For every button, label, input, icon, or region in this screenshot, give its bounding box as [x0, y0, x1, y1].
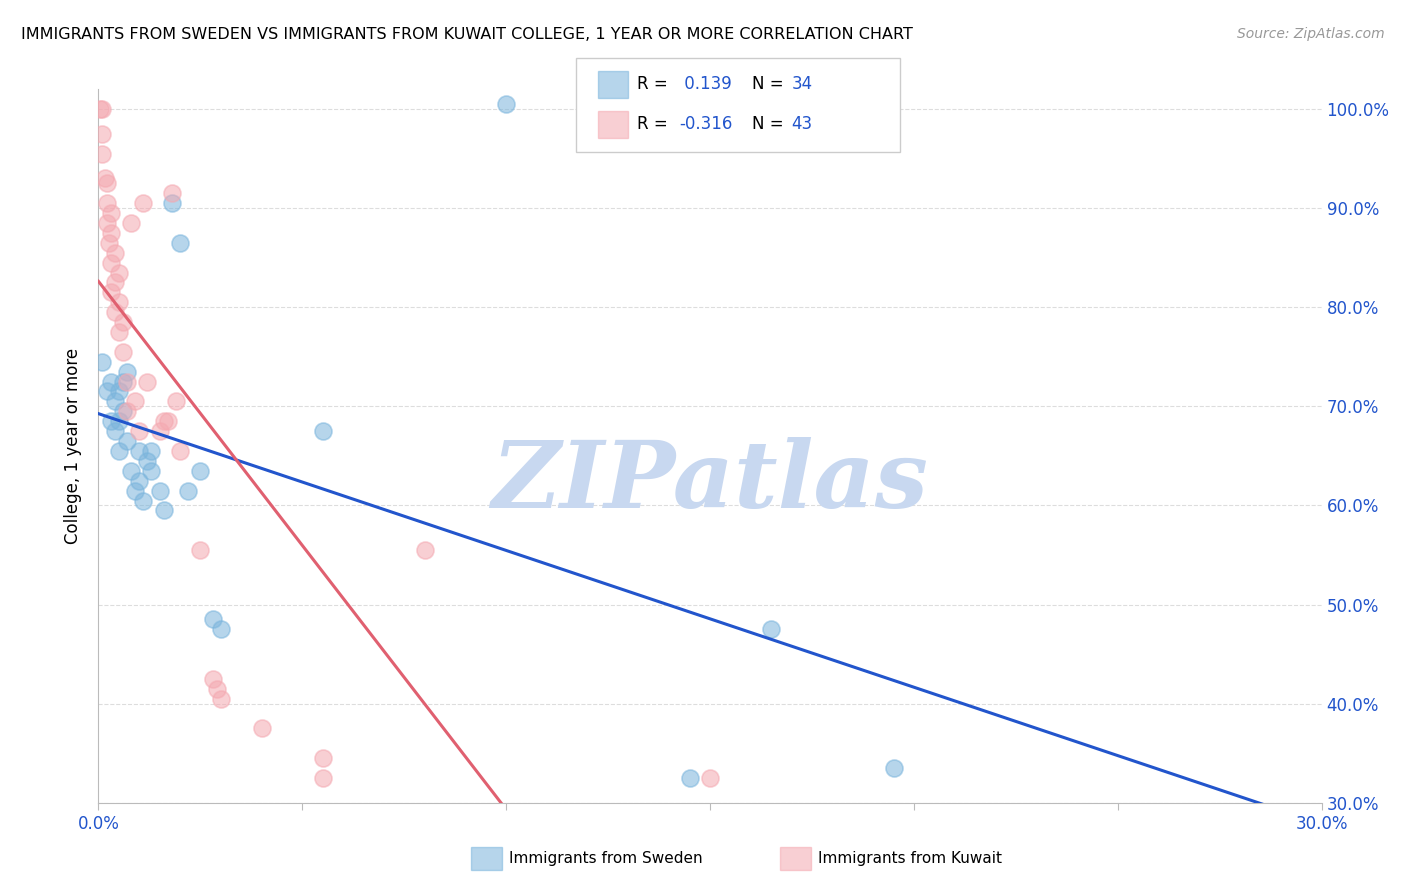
Point [141, 444, 163, 458]
Text: Source: ZipAtlas.com: Source: ZipAtlas.com [1237, 27, 1385, 41]
Point [97, 235, 120, 250]
Point [111, 375, 134, 389]
Point [149, 483, 172, 498]
Point [679, 771, 702, 785]
Point [100, 375, 122, 389]
Point [124, 394, 146, 409]
Point [115, 375, 138, 389]
Point [169, 444, 191, 458]
Text: R =: R = [637, 75, 673, 93]
Point [108, 414, 131, 428]
Point [100, 206, 122, 220]
Y-axis label: College, 1 year or more: College, 1 year or more [65, 348, 83, 544]
Point [111, 404, 134, 418]
Point [883, 761, 905, 775]
Point [209, 623, 232, 637]
Point [201, 612, 224, 626]
Point [104, 305, 127, 319]
Point [100, 255, 122, 269]
Point [761, 623, 783, 637]
Point [96, 177, 118, 191]
Point [108, 295, 131, 310]
Point [120, 464, 142, 478]
Point [91, 146, 114, 161]
Point [149, 424, 172, 438]
Point [108, 266, 131, 280]
Point [91, 127, 114, 141]
Point [128, 444, 150, 458]
Point [104, 424, 127, 438]
Text: N =: N = [752, 115, 789, 133]
Point [96, 196, 118, 211]
Point [108, 444, 131, 458]
Point [160, 186, 183, 201]
Point [96, 216, 118, 230]
Point [312, 424, 335, 438]
Point [136, 454, 159, 468]
Point [201, 672, 224, 686]
Point [104, 245, 127, 260]
Point [111, 344, 134, 359]
Text: -0.316: -0.316 [679, 115, 733, 133]
Point [124, 483, 146, 498]
Text: 43: 43 [792, 115, 813, 133]
Point [209, 691, 232, 706]
Point [100, 414, 122, 428]
Point [93, 171, 115, 186]
Point [132, 196, 155, 211]
Point [160, 196, 183, 211]
Text: R =: R = [637, 115, 673, 133]
Point [115, 404, 138, 418]
Point [100, 226, 122, 240]
Point [104, 394, 127, 409]
Point [108, 384, 131, 399]
Point [495, 97, 517, 112]
Point [205, 681, 228, 696]
Point [128, 424, 150, 438]
Point [152, 503, 174, 517]
Point [91, 355, 114, 369]
Point [152, 414, 174, 428]
Point [128, 474, 150, 488]
Point [169, 235, 191, 250]
Text: IMMIGRANTS FROM SWEDEN VS IMMIGRANTS FROM KUWAIT COLLEGE, 1 YEAR OR MORE CORRELA: IMMIGRANTS FROM SWEDEN VS IMMIGRANTS FRO… [21, 27, 912, 42]
Point [89, 102, 111, 116]
Point [136, 375, 159, 389]
Point [104, 276, 127, 290]
Point [177, 483, 200, 498]
Point [100, 285, 122, 300]
Point [108, 325, 131, 339]
Point [188, 464, 212, 478]
Point [156, 414, 179, 428]
Point [188, 543, 212, 558]
Text: Immigrants from Sweden: Immigrants from Sweden [509, 852, 703, 866]
Text: N =: N = [752, 75, 789, 93]
Point [165, 394, 187, 409]
Point [699, 771, 721, 785]
Text: ZIPatlas: ZIPatlas [492, 437, 928, 526]
Point [312, 751, 335, 765]
Text: 34: 34 [792, 75, 813, 93]
Point [141, 464, 163, 478]
Text: 0.139: 0.139 [679, 75, 733, 93]
Point [250, 722, 273, 736]
Point [96, 384, 118, 399]
Point [120, 216, 142, 230]
Point [115, 434, 138, 448]
Point [413, 543, 436, 558]
Point [132, 493, 155, 508]
Point [91, 102, 114, 116]
Point [111, 315, 134, 329]
Point [312, 771, 335, 785]
Point [115, 365, 138, 379]
Text: Immigrants from Kuwait: Immigrants from Kuwait [818, 852, 1002, 866]
